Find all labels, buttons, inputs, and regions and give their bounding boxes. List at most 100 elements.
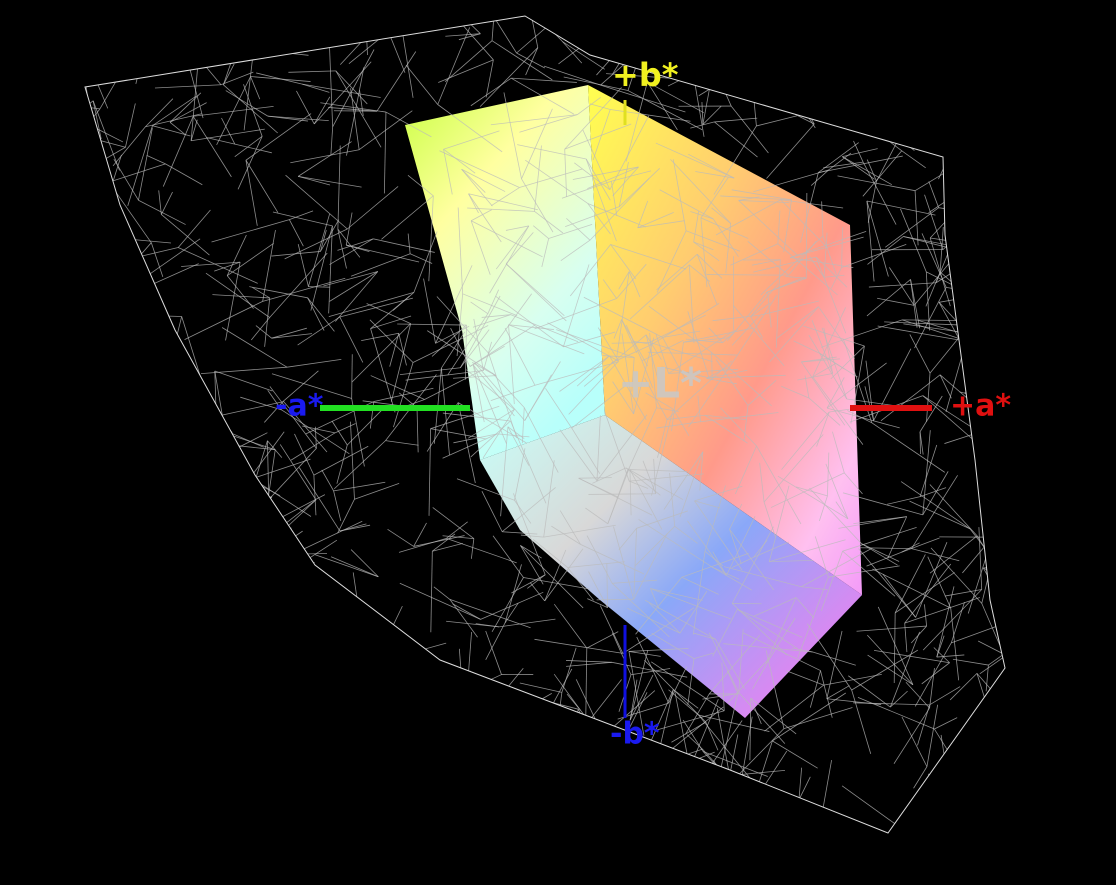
mesh-edge: [919, 395, 943, 432]
mesh-edge: [628, 271, 641, 298]
mesh-edge: [644, 599, 716, 640]
mesh-edge: [583, 334, 647, 387]
mesh-edge: [777, 475, 849, 520]
mesh-edge: [672, 159, 687, 231]
mesh-edge: [853, 702, 930, 706]
mesh-edge: [576, 355, 610, 387]
mesh-edge: [808, 397, 841, 426]
mesh-edge: [559, 429, 598, 481]
mesh-edge: [460, 329, 490, 369]
mesh-edge: [577, 96, 601, 115]
mesh-edge: [750, 316, 763, 339]
mesh-edge: [738, 200, 790, 204]
mesh-edge: [165, 163, 203, 186]
mesh-edge: [453, 375, 496, 379]
mesh-edge: [567, 561, 625, 568]
mesh-edge: [629, 469, 663, 530]
mesh-edge: [764, 684, 824, 732]
mesh-edge: [487, 289, 499, 314]
mesh-edge: [645, 392, 674, 410]
mesh-edge: [335, 70, 368, 105]
mesh-edge: [376, 51, 417, 112]
mesh-edge: [431, 324, 467, 357]
mesh-edge: [713, 125, 757, 195]
mesh-edge: [711, 566, 752, 591]
mesh-edge: [629, 469, 688, 472]
mesh-edge: [763, 434, 824, 503]
mesh-edge: [740, 716, 753, 785]
mesh-edge: [862, 150, 903, 197]
mesh-edge: [711, 566, 740, 580]
mesh-edge: [800, 172, 819, 243]
mesh-edge: [333, 490, 342, 522]
mesh-edge: [346, 89, 360, 156]
mesh-edge: [933, 647, 950, 664]
mesh-edge: [706, 378, 738, 385]
mesh-edge: [704, 414, 747, 421]
mesh-edge: [867, 634, 914, 686]
mesh-edge: [256, 72, 303, 85]
mesh-edge: [607, 469, 629, 524]
mesh-edge: [432, 533, 456, 552]
mesh-edge: [828, 152, 852, 171]
mesh-edge: [635, 576, 683, 635]
mesh-edge: [924, 604, 928, 627]
mesh-edge: [911, 475, 958, 549]
mesh-edge: [264, 400, 284, 423]
mesh-edge: [674, 525, 698, 544]
mesh-edge: [504, 564, 522, 623]
mesh-edge: [776, 306, 819, 339]
mesh-edge: [483, 341, 492, 371]
mesh-edge: [442, 412, 511, 422]
mesh-edge: [612, 381, 634, 415]
mesh-edge: [294, 433, 315, 476]
mesh-edge: [328, 107, 377, 112]
mesh-edge: [847, 410, 873, 424]
mesh-edge: [662, 330, 701, 338]
mesh-edge: [152, 125, 191, 137]
mesh-edge: [178, 247, 258, 284]
mesh-edge: [649, 602, 681, 634]
mesh-edge: [723, 643, 813, 653]
mesh-edge: [146, 154, 166, 165]
mesh-edge: [580, 543, 645, 575]
mesh-edge: [320, 219, 340, 252]
mesh-edge: [321, 469, 334, 492]
mesh-edge: [602, 355, 635, 358]
mesh-edge: [818, 495, 828, 522]
mesh-edge: [702, 105, 722, 125]
mesh-edge: [602, 279, 617, 299]
mesh-edge: [919, 487, 947, 497]
mesh-edge: [934, 717, 958, 730]
mesh-edge: [706, 367, 727, 379]
mesh-edge: [770, 617, 796, 657]
mesh-edge: [138, 127, 153, 201]
mesh-edge: [586, 535, 613, 584]
mesh-edge: [877, 297, 915, 306]
mesh-edge: [519, 114, 578, 133]
mesh-edge: [887, 516, 908, 559]
mesh-edge: [708, 632, 740, 693]
mesh-edge: [511, 77, 577, 83]
mesh-edge: [446, 620, 500, 628]
mesh-edge: [641, 360, 654, 389]
mesh-edge: [563, 331, 616, 348]
mesh-edge: [565, 206, 620, 228]
mesh-edge: [488, 293, 532, 354]
mesh-edge: [720, 693, 739, 768]
mesh-edge: [543, 524, 616, 538]
mesh-edge: [585, 507, 609, 525]
mesh-edge: [184, 301, 263, 340]
mesh-edge: [792, 647, 813, 653]
mesh-edge: [461, 168, 506, 192]
mesh-edge: [808, 334, 848, 400]
mesh-edge: [629, 469, 632, 516]
mesh-edge: [805, 192, 808, 279]
mesh-edge: [226, 234, 247, 276]
mesh-edge: [814, 536, 829, 578]
mesh-edge: [731, 526, 774, 604]
mesh-edge: [866, 279, 911, 317]
mesh-edge: [234, 143, 272, 154]
mesh-edge: [777, 243, 838, 296]
gamut-face-left: [405, 85, 605, 460]
